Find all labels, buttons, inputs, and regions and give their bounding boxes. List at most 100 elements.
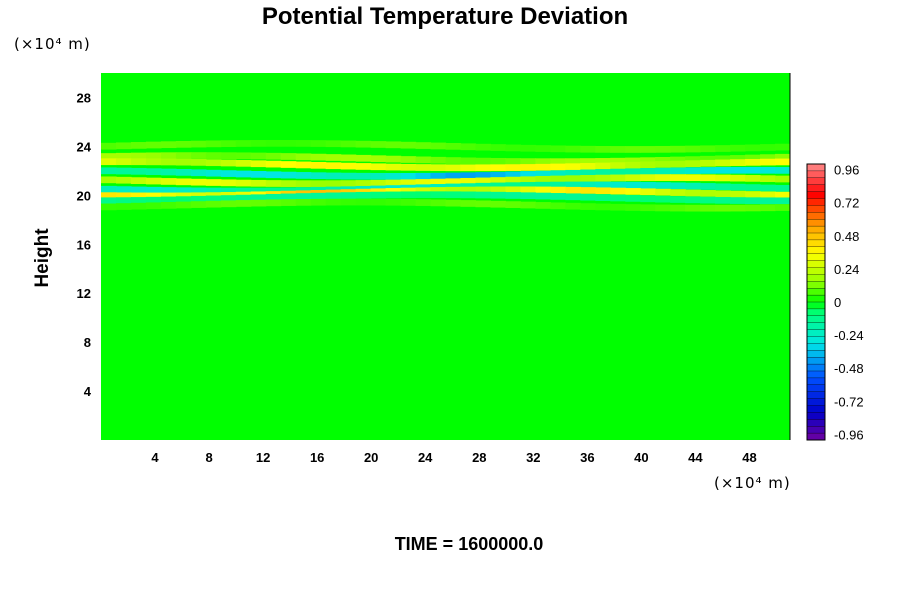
- band-segment: [640, 168, 656, 175]
- band-segment: [310, 192, 327, 200]
- band-segment: [355, 140, 372, 148]
- band-segment: [670, 189, 686, 196]
- colorbar-cells: [806, 163, 826, 441]
- band-segment: [160, 192, 177, 200]
- band-segment: [145, 152, 162, 160]
- band-segment: [160, 168, 177, 176]
- band-segment: [745, 166, 761, 174]
- band-segment: [355, 180, 372, 187]
- band-segment: [101, 153, 117, 160]
- band-segment: [460, 177, 477, 185]
- band-segment: [310, 161, 327, 169]
- band-segment: [700, 174, 716, 182]
- band-segment: [400, 187, 417, 195]
- band-segment: [550, 175, 566, 183]
- band-segment: [565, 175, 581, 183]
- colorbar-cell: [806, 426, 826, 434]
- band-segment: [220, 159, 237, 167]
- colorbar-cell: [806, 260, 826, 268]
- band-segment: [715, 174, 731, 182]
- band-segment: [760, 204, 776, 212]
- band-segment: [280, 180, 297, 187]
- band-segment: [340, 140, 357, 148]
- band-segment: [685, 196, 701, 204]
- band-segment: [460, 143, 477, 151]
- band-segment: [235, 152, 252, 160]
- band-segment: [205, 200, 222, 208]
- band-segment: [685, 189, 701, 197]
- band-segment: [115, 192, 132, 200]
- band-segment: [295, 140, 312, 147]
- band-segment: [295, 193, 312, 200]
- band-segment: [775, 143, 790, 151]
- band-segment: [430, 156, 447, 164]
- band-segment: [400, 156, 417, 163]
- band-segment: [190, 178, 207, 186]
- band-segment: [160, 152, 177, 160]
- band-segment: [730, 174, 746, 182]
- band-segment: [205, 159, 222, 167]
- band-segment: [730, 155, 746, 162]
- x-axis-unit-label: (×10⁴ m): [714, 474, 791, 492]
- band-segment: [175, 140, 192, 148]
- band-segment: [625, 195, 641, 202]
- band-segment: [745, 191, 761, 198]
- band-segment: [415, 179, 432, 186]
- band-segment: [340, 192, 357, 199]
- band-segment: [610, 181, 626, 189]
- band-segment: [670, 160, 686, 168]
- band-segment: [235, 194, 252, 202]
- band-segment: [550, 193, 566, 200]
- y-tick-label: 12: [77, 286, 91, 301]
- colorbar-cell: [806, 329, 826, 337]
- band-segment: [280, 193, 297, 201]
- band-segment: [265, 199, 282, 207]
- band-segment: [520, 176, 536, 184]
- band-segment: [715, 190, 731, 198]
- band-segment: [445, 172, 462, 180]
- band-segment: [101, 167, 117, 175]
- colorbar-cell: [806, 184, 826, 193]
- band-segment: [325, 154, 342, 161]
- band-segment: [115, 158, 132, 166]
- band-segment: [685, 156, 701, 163]
- band-segment: [610, 168, 626, 176]
- band-segment: [175, 178, 192, 186]
- band-segment: [670, 204, 686, 212]
- band-segment: [190, 159, 207, 166]
- band-segment: [565, 202, 581, 210]
- band-segment: [655, 204, 671, 212]
- band-segment: [610, 187, 626, 195]
- band-segment: [535, 163, 551, 171]
- band-segment: [550, 181, 566, 189]
- band-segment: [700, 183, 716, 190]
- band-segment: [295, 199, 312, 206]
- band-segment: [385, 141, 402, 149]
- band-segment: [175, 152, 192, 159]
- band-segment: [505, 171, 521, 179]
- band-segment: [190, 201, 207, 208]
- band-segment: [685, 167, 701, 174]
- band-segment: [475, 164, 492, 172]
- y-axis-title: Height: [32, 228, 53, 288]
- band-segment: [115, 176, 132, 184]
- band-segment: [400, 179, 417, 187]
- band-segment: [655, 161, 671, 168]
- band-segment: [340, 154, 357, 162]
- band-segment: [430, 187, 447, 194]
- band-segment: [220, 195, 237, 202]
- x-axis-ticks: 4 8 12 16 20 24 28 32 36 40 44 48: [151, 450, 756, 465]
- band-segment: [625, 181, 641, 189]
- band-segment: [460, 186, 477, 194]
- band-segment: [160, 141, 177, 149]
- band-segment: [250, 171, 267, 178]
- band-segment: [610, 157, 626, 165]
- band-segment: [101, 176, 117, 184]
- band-segment: [715, 204, 731, 212]
- band-segment: [265, 193, 282, 201]
- band-segment: [700, 159, 716, 167]
- band-segment: [385, 163, 402, 171]
- band-segment: [415, 156, 432, 164]
- band-segment: [670, 145, 686, 153]
- band-segment: [775, 204, 790, 211]
